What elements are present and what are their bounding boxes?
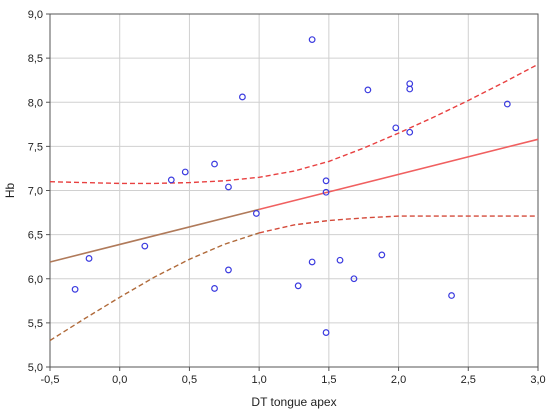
- confidence-band-upper: [49, 63, 539, 185]
- data-point: [225, 183, 232, 191]
- data-point: [85, 255, 93, 262]
- data-point: [322, 329, 330, 336]
- y-tick-label: 9,0: [28, 9, 43, 21]
- data-point: [322, 177, 330, 185]
- data-point: [167, 176, 175, 184]
- x-tick-label: 2,0: [391, 374, 406, 386]
- data-point: [308, 36, 316, 43]
- x-tick-label: 0,0: [112, 374, 127, 386]
- y-tick-label: 8,5: [28, 53, 43, 65]
- y-tick-label: 7,5: [28, 141, 43, 153]
- regression-line-right: [258, 138, 539, 211]
- y-tick-label: 6,0: [28, 274, 43, 286]
- data-point: [308, 258, 316, 266]
- x-tick-label: 1,0: [251, 374, 266, 386]
- data-point: [225, 266, 232, 274]
- x-tick-label: 3,0: [530, 374, 545, 386]
- x-tick-label: 2,5: [461, 374, 476, 386]
- data-point: [378, 251, 386, 259]
- regression-line-left: [49, 208, 260, 263]
- data-point: [350, 275, 358, 283]
- data-point: [406, 85, 414, 93]
- confidence-band-lower-left: [49, 232, 260, 342]
- y-tick-label: 7,0: [28, 186, 43, 198]
- y-tick-label: 6,5: [28, 230, 43, 242]
- y-tick-label: 5,5: [28, 318, 43, 330]
- data-point: [336, 256, 344, 264]
- data-point: [322, 188, 330, 196]
- x-tick-label: 0,5: [182, 374, 197, 386]
- data-point: [503, 100, 511, 108]
- y-axis-title: Hb: [3, 183, 17, 199]
- data-point: [406, 128, 414, 136]
- x-tick-label: -0,5: [41, 374, 60, 386]
- data-point: [141, 242, 149, 250]
- data-point: [364, 86, 372, 94]
- data-point: [448, 292, 455, 299]
- data-point: [392, 124, 400, 132]
- data-point: [239, 93, 246, 101]
- data-point: [181, 168, 189, 176]
- data-point: [294, 282, 302, 290]
- data-point: [211, 160, 218, 168]
- confidence-band-lower-right: [258, 215, 538, 234]
- y-tick-label: 5,0: [28, 362, 43, 374]
- x-tick-label: 1,5: [321, 374, 336, 386]
- data-point: [252, 210, 260, 217]
- data-point: [71, 285, 79, 293]
- y-tick-label: 8,0: [28, 97, 43, 109]
- x-axis-title: DT tongue apex: [251, 395, 336, 409]
- data-point: [211, 285, 218, 292]
